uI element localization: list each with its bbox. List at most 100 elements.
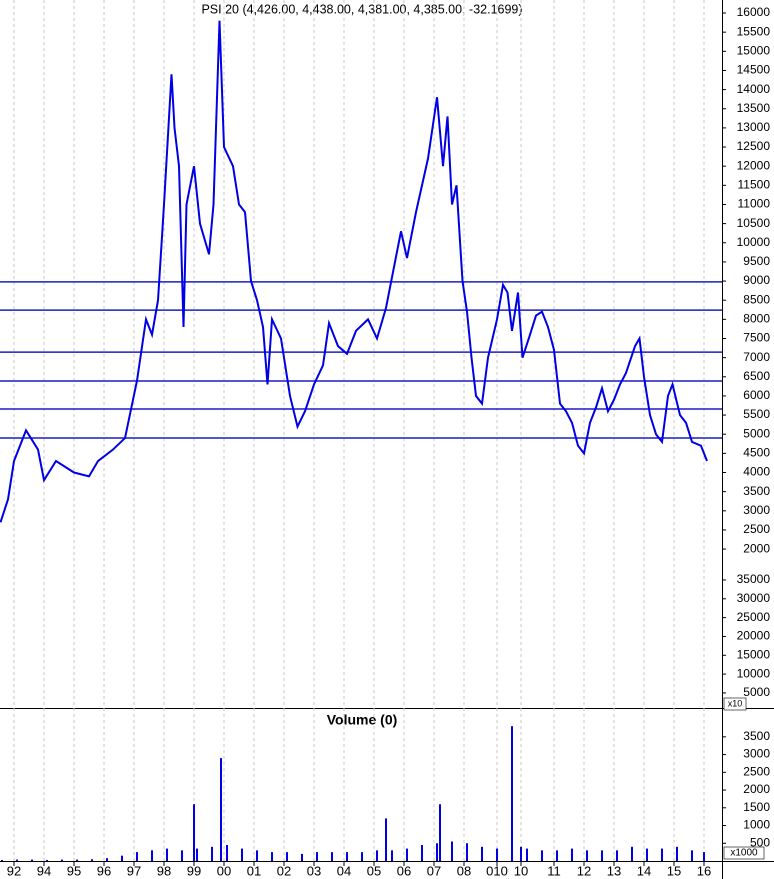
x-tick-label: 96	[97, 863, 111, 878]
y-tick-label: 13000	[737, 120, 771, 134]
x-tick-label: 03	[307, 863, 321, 878]
y-tick-label: 3500	[743, 484, 770, 498]
volume-bar	[616, 850, 619, 861]
volume-bar	[331, 852, 334, 861]
plot-layer	[0, 20, 722, 861]
y-tick-label: 8000	[743, 312, 770, 326]
volume-bar	[439, 804, 442, 861]
volume-bar	[91, 859, 94, 861]
volume-bar	[556, 850, 559, 861]
x-tick-label: 01	[247, 863, 261, 878]
unit-box	[723, 697, 747, 711]
y-tick-label: 2500	[743, 522, 770, 536]
y-tick-label: 14500	[737, 63, 771, 77]
volume-bar	[196, 848, 199, 861]
volume-bar	[511, 726, 514, 861]
x-tick-label: 12	[577, 863, 591, 878]
volume-bar	[1, 859, 4, 861]
x-tick-label: 13	[607, 863, 621, 878]
price-line	[0, 20, 708, 523]
volume-bar	[520, 846, 523, 861]
volume-bar	[226, 845, 229, 861]
y-tick-label: 9500	[743, 254, 770, 268]
volume-bar	[211, 846, 214, 861]
y-tick-label: 2000	[743, 541, 770, 555]
y-tick-label: 7000	[743, 350, 770, 364]
y-tick-label: 9000	[743, 273, 770, 287]
volume-bar	[346, 852, 349, 861]
y-tick-label: 1000	[743, 818, 770, 832]
y-tick-label: 3500	[743, 729, 770, 743]
volume-bar	[220, 758, 223, 861]
y-tick-label: 4000	[743, 465, 770, 479]
volume-bar	[526, 848, 529, 861]
volume-bar	[631, 846, 634, 861]
y-tick-label: 13500	[737, 101, 771, 115]
volume-bar	[496, 848, 499, 861]
y-tick-label: 10500	[737, 216, 771, 230]
volume-bar	[361, 852, 364, 861]
x-tick-label: 02	[277, 863, 291, 878]
x-tick-label: 05	[367, 863, 381, 878]
x-tick-label: 08	[457, 863, 471, 878]
y-tick-label: 3000	[743, 747, 770, 761]
y-tick-label: 7500	[743, 331, 770, 345]
volume-bar	[316, 852, 319, 861]
volume-bar	[676, 846, 679, 861]
y-tick-label: 12500	[737, 139, 771, 153]
volume-bar	[406, 848, 409, 861]
x-tick-label: 16	[697, 863, 711, 878]
y-tick-label: 16000	[737, 5, 771, 19]
y-tick-label: 2000	[743, 782, 770, 796]
volume-bar	[46, 859, 49, 861]
volume-bar	[31, 859, 34, 861]
x-tick-label: 94	[37, 863, 51, 878]
volume-bar	[481, 846, 484, 861]
y2-tick-label: 35000	[737, 572, 771, 586]
y-tick-label: 12000	[737, 158, 771, 172]
volume-bar	[271, 852, 274, 861]
volume-title: Volume (0)	[327, 712, 398, 728]
volume-bar	[166, 848, 169, 861]
y2-tick-label: 5000	[743, 685, 770, 699]
volume-bar	[286, 852, 289, 861]
volume-bar	[16, 859, 19, 861]
volume-bar	[376, 850, 379, 861]
y-tick-label: 11000	[738, 197, 771, 211]
volume-bar	[466, 843, 469, 861]
x-tick-label: 06	[397, 863, 411, 878]
volume-bar	[586, 850, 589, 861]
y2-tick-label: 10000	[737, 666, 771, 680]
volume-bar	[76, 859, 79, 861]
volume-bar	[301, 853, 304, 861]
y2-tick-label: 20000	[737, 629, 771, 643]
x-tick-label: 07	[427, 863, 441, 878]
volume-bar	[61, 859, 64, 861]
y2-tick-label: 30000	[737, 591, 771, 605]
x-tick-label: 10	[514, 863, 528, 878]
x-tick-label: 14	[637, 863, 651, 878]
unit-label: x10	[728, 698, 743, 708]
y-tick-label: 10000	[737, 235, 771, 249]
x-tick-label: 04	[337, 863, 351, 878]
x-tick-label: 99	[187, 863, 201, 878]
y-tick-label: 11500	[738, 178, 771, 192]
volume-bar	[541, 850, 544, 861]
volume-bar	[256, 850, 259, 861]
x-tick-label: 15	[667, 863, 681, 878]
volume-bar	[193, 804, 196, 861]
volume-bar	[691, 850, 694, 861]
volume-bar	[385, 818, 388, 861]
y-tick-label: 500	[750, 835, 770, 849]
volume-bar	[391, 850, 394, 861]
volume-bar	[136, 852, 139, 861]
y-tick-label: 8500	[743, 292, 770, 306]
volume-bar	[241, 848, 244, 861]
volume-bar	[661, 848, 664, 861]
x-tick-label: 010	[486, 863, 508, 878]
x-tick-label: 98	[157, 863, 171, 878]
x-tick-label: 92	[7, 863, 21, 878]
volume-bar	[106, 858, 109, 861]
